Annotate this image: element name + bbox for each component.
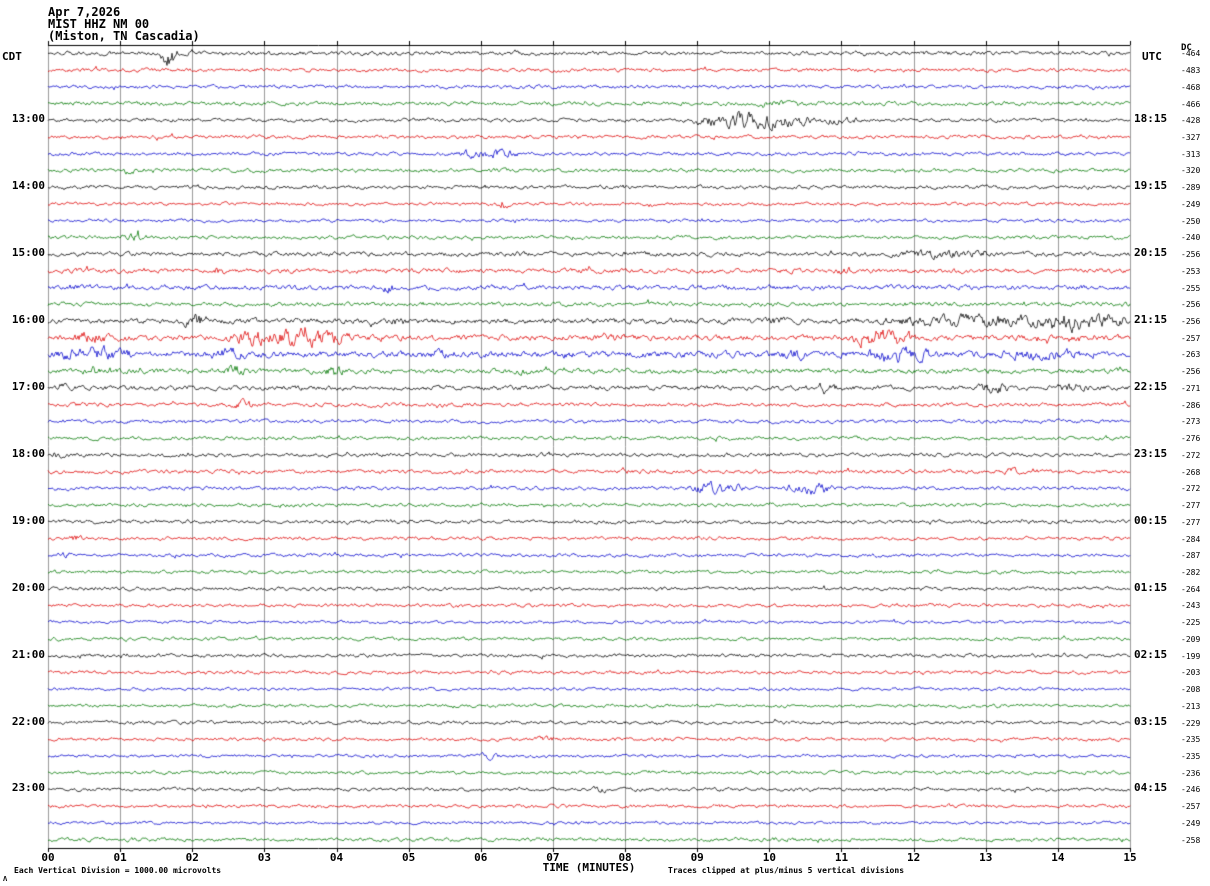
x-tick-label: 11 — [834, 851, 849, 864]
row-label-cdt: 16:00 — [11, 313, 45, 327]
row-dc-value: -468 — [1181, 82, 1201, 92]
row-dc-value: -240 — [1181, 233, 1201, 243]
row-dc-value: -213 — [1181, 701, 1201, 711]
row-dc-value: -276 — [1181, 434, 1201, 444]
row-dc-value: -253 — [1181, 266, 1201, 276]
row-label-utc: 00:15 — [1134, 513, 1168, 527]
x-tick-label: 12 — [906, 851, 921, 864]
row-dc-value: -256 — [1181, 367, 1201, 377]
row-label-utc: 23:15 — [1134, 446, 1168, 460]
row-dc-value: -313 — [1181, 149, 1201, 159]
row-label-cdt: 13:00 — [11, 112, 45, 126]
left-timezone-label: CDT — [2, 50, 22, 63]
row-dc-value: -235 — [1181, 735, 1201, 745]
row-dc-value: -256 — [1181, 250, 1201, 260]
row-label-utc: 20:15 — [1134, 246, 1168, 260]
x-tick-label: 01 — [113, 851, 127, 864]
row-dc-value: -327 — [1181, 133, 1201, 142]
row-label-cdt: 22:00 — [11, 714, 45, 728]
row-dc-value: -225 — [1181, 618, 1201, 628]
row-label-utc: 02:15 — [1134, 647, 1168, 661]
row-dc-value: -272 — [1181, 450, 1201, 460]
row-label-cdt: 17:00 — [11, 379, 45, 393]
x-tick-label: 14 — [1051, 851, 1065, 864]
x-tick-label: 13 — [979, 851, 993, 864]
title-location: (Miston, TN Cascadia) — [48, 29, 200, 43]
row-dc-value: -271 — [1181, 383, 1201, 393]
x-tick-label: 02 — [185, 851, 199, 864]
row-dc-value: -284 — [1181, 534, 1201, 544]
row-dc-value: -277 — [1181, 517, 1201, 527]
x-tick-label: 09 — [690, 851, 704, 864]
x-tick-label: 05 — [402, 851, 416, 864]
row-dc-value: -255 — [1181, 283, 1201, 293]
row-dc-value: -277 — [1181, 501, 1201, 511]
footer-left-note: Each Vertical Division = 1000.00 microvo… — [14, 866, 222, 875]
row-label-utc: 21:15 — [1134, 313, 1168, 327]
row-dc-value: -209 — [1181, 634, 1201, 644]
row-dc-value: -246 — [1181, 785, 1201, 795]
row-dc-value: -249 — [1181, 818, 1201, 828]
row-dc-value: -257 — [1181, 333, 1201, 343]
row-dc-value: -257 — [1181, 802, 1201, 812]
x-tick-label: 04 — [329, 851, 344, 864]
row-dc-value: -289 — [1181, 183, 1201, 193]
row-dc-value: -273 — [1181, 417, 1201, 427]
right-timezone-label: UTC — [1142, 50, 1162, 63]
x-tick-label: 07 — [546, 851, 560, 864]
row-dc-value: -483 — [1181, 66, 1201, 76]
row-dc-value: -229 — [1181, 718, 1201, 728]
x-tick-label: 10 — [762, 851, 776, 864]
row-dc-value: -428 — [1181, 116, 1201, 126]
x-tick-label: 03 — [257, 851, 272, 864]
row-dc-value: -243 — [1181, 601, 1201, 611]
row-dc-value: -464 — [1181, 49, 1201, 59]
row-label-utc: 22:15 — [1134, 379, 1168, 393]
row-dc-value: -249 — [1181, 199, 1201, 209]
row-dc-value: -208 — [1181, 685, 1201, 695]
row-label-cdt: 18:00 — [11, 446, 45, 460]
row-dc-value: -287 — [1181, 551, 1201, 561]
row-dc-value: -199 — [1181, 651, 1201, 661]
x-axis-label: TIME (MINUTES) — [542, 861, 636, 874]
row-label-cdt: 15:00 — [11, 246, 45, 260]
row-dc-value: -272 — [1181, 484, 1201, 494]
row-label-cdt: 20:00 — [11, 580, 45, 594]
row-dc-value: -258 — [1181, 835, 1201, 845]
row-dc-value: -256 — [1181, 300, 1201, 310]
row-label-utc: 19:15 — [1134, 179, 1168, 193]
row-dc-value: -235 — [1181, 751, 1201, 761]
x-tick-label: 08 — [618, 851, 632, 864]
row-dc-value: -250 — [1181, 216, 1201, 226]
row-dc-value: -282 — [1181, 567, 1201, 577]
row-label-cdt: 19:00 — [11, 513, 45, 527]
row-label-utc: 01:15 — [1134, 580, 1168, 594]
row-dc-value: -264 — [1181, 584, 1201, 594]
row-dc-value: -320 — [1181, 166, 1201, 176]
footer-right-note: Traces clipped at plus/minus 5 vertical … — [668, 866, 905, 875]
x-tick-label: 06 — [474, 851, 488, 864]
row-label-utc: 04:15 — [1134, 781, 1168, 795]
row-dc-value: -268 — [1181, 467, 1201, 477]
row-dc-value: -466 — [1181, 99, 1201, 109]
title-date: Apr 7,2026 — [48, 5, 121, 19]
row-dc-value: -256 — [1181, 317, 1201, 327]
row-label-utc: 03:15 — [1134, 714, 1168, 728]
row-label-cdt: 23:00 — [11, 781, 45, 795]
row-dc-value: -286 — [1181, 400, 1201, 410]
row-label-cdt: 14:00 — [11, 179, 45, 193]
row-label-utc: 18:15 — [1134, 112, 1168, 126]
dc-column-header: DC — [1181, 43, 1192, 53]
row-label-cdt: 21:00 — [11, 647, 45, 661]
x-tick-label: 00 — [41, 851, 55, 864]
title-station: MIST HHZ NM 00 — [48, 17, 150, 31]
row-dc-value: -263 — [1181, 350, 1201, 360]
corner-mark: Λ — [3, 875, 8, 883]
row-dc-value: -236 — [1181, 768, 1201, 778]
row-dc-value: -203 — [1181, 668, 1201, 678]
x-tick-label: 15 — [1123, 851, 1137, 864]
